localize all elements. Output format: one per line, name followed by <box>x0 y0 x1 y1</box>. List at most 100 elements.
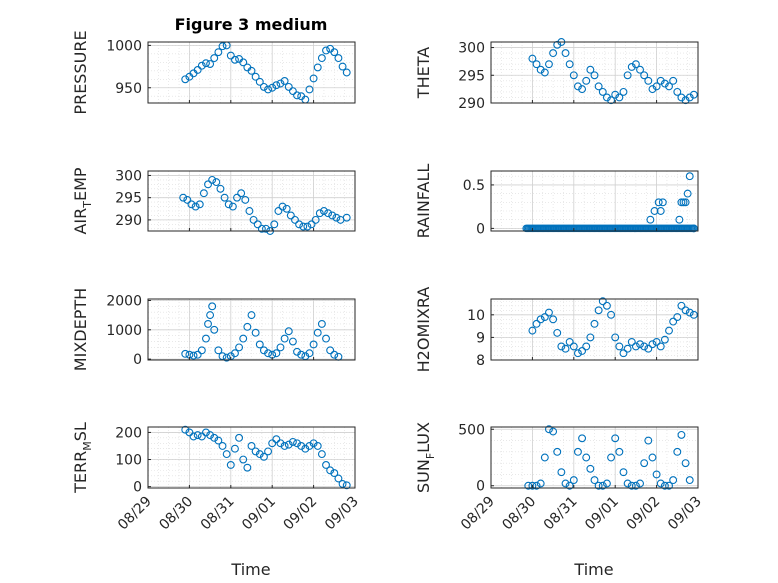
data-point <box>264 349 273 358</box>
data-point <box>255 77 264 86</box>
data-point <box>598 481 607 490</box>
data-point <box>197 61 206 70</box>
x-tick-label: 09/03 <box>322 494 362 534</box>
data-point <box>313 328 322 337</box>
data-point <box>272 81 281 90</box>
y-axis-label: MIXDEPTH <box>71 288 90 371</box>
data-point <box>330 48 339 57</box>
data-point <box>602 301 611 310</box>
data-point <box>220 193 229 202</box>
data-point <box>334 54 343 63</box>
data-point <box>553 40 562 49</box>
data-point <box>685 93 694 102</box>
data-point <box>288 437 297 446</box>
data-point <box>230 444 239 453</box>
data-point <box>241 195 250 204</box>
data-point <box>222 450 231 459</box>
subplot-4: 0 0.5 RAINFALL <box>414 164 699 238</box>
data-point <box>212 178 221 187</box>
data-point <box>268 83 277 92</box>
y-tick-label: 290 <box>115 213 142 229</box>
data-point <box>602 93 611 102</box>
data-point <box>226 51 235 60</box>
data-point <box>586 464 595 473</box>
y-tick-label: 500 <box>458 422 485 438</box>
data-point <box>590 319 599 328</box>
data-point <box>656 207 665 215</box>
data-point <box>210 325 219 334</box>
data-point <box>611 90 620 99</box>
data-point <box>677 93 686 102</box>
data-point <box>305 442 314 450</box>
data-point <box>615 447 624 456</box>
data-point <box>282 204 291 213</box>
data-point <box>689 310 698 319</box>
data-point <box>528 54 537 63</box>
data-point <box>656 76 665 85</box>
data-point <box>536 65 545 74</box>
data-point <box>569 476 578 485</box>
data-point <box>607 453 616 462</box>
data-point <box>278 202 287 211</box>
y-tick-label: 295 <box>115 191 142 207</box>
data-point <box>683 189 692 198</box>
data-point <box>623 71 632 80</box>
data-point <box>549 427 558 436</box>
data-point <box>309 340 318 349</box>
data-point <box>288 337 297 346</box>
data-point <box>590 71 599 80</box>
data-point <box>307 220 316 229</box>
data-point <box>582 76 591 85</box>
axes-box <box>490 298 699 361</box>
data-point <box>181 75 190 84</box>
data-point <box>681 96 690 105</box>
data-point <box>578 347 587 355</box>
data-point <box>181 349 190 358</box>
data-point <box>640 71 649 80</box>
x-tick-label: 09/01 <box>582 494 622 534</box>
subplot-3: 290 295 300 AIRTEMP <box>71 167 356 235</box>
data-point <box>565 337 574 346</box>
data-point <box>640 342 649 351</box>
data-point <box>301 444 310 453</box>
data-point <box>561 49 570 58</box>
data-point <box>549 49 558 58</box>
data-point <box>280 77 289 85</box>
data-point <box>293 91 301 100</box>
data-point <box>189 432 198 441</box>
axes-box <box>490 170 699 232</box>
data-point <box>677 301 686 310</box>
data-point <box>245 207 254 215</box>
data-point <box>681 459 690 468</box>
data-point <box>338 479 347 488</box>
data-point <box>247 311 256 320</box>
data-point <box>204 180 212 189</box>
data-point <box>257 224 266 233</box>
data-point <box>280 334 289 343</box>
data-point <box>582 453 591 462</box>
data-point <box>536 315 545 324</box>
data-point <box>615 93 624 102</box>
data-point <box>291 215 299 224</box>
data-point <box>528 326 537 335</box>
y-tick-label: 950 <box>115 81 142 97</box>
y-axis-label: AIRTEMP <box>71 167 94 234</box>
data-point <box>342 481 351 490</box>
data-point <box>193 350 202 359</box>
data-point <box>293 439 301 448</box>
data-point <box>311 215 320 224</box>
data-point <box>660 481 669 490</box>
data-point <box>251 328 260 337</box>
y-tick-label: 200 <box>115 425 142 441</box>
data-point <box>553 328 562 337</box>
data-point <box>317 54 326 63</box>
data-point <box>540 453 549 462</box>
data-point <box>185 428 194 437</box>
data-point <box>689 90 698 99</box>
data-point <box>218 442 227 450</box>
data-point <box>255 450 264 459</box>
data-point <box>557 468 566 477</box>
data-point <box>187 200 196 209</box>
data-point <box>627 63 636 71</box>
